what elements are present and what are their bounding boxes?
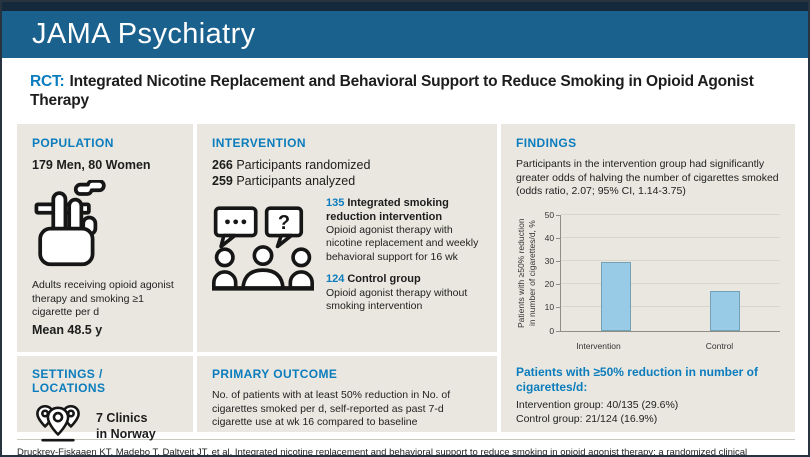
findings-summary: Participants in the intervention group h…	[516, 158, 779, 198]
intervention-stats: 266 Participants randomized 259 Particip…	[212, 158, 482, 188]
intervention-panel: INTERVENTION 266 Participants randomized…	[197, 124, 497, 353]
group-label: Control group	[347, 273, 421, 286]
gridline	[561, 306, 780, 308]
findings-panel: FINDINGS Participants in the interventio…	[501, 124, 795, 433]
column-population: POPULATION 179 Men, 80 Women Adults rece…	[17, 124, 193, 442]
intervention-detail-row: ? 135 Integrated smoking reduction	[212, 197, 482, 322]
settings-panel: SETTINGS / LOCATIONS	[17, 356, 193, 442]
citation-footer: Druckrey-Fiskaaen KT, Madebo T, Daltveit…	[17, 439, 795, 457]
intervention-groups: 135 Integrated smoking reduction interven…	[326, 197, 482, 322]
gridline	[561, 259, 780, 261]
svg-text:?: ?	[278, 212, 290, 234]
y-tick-label: 50	[544, 209, 561, 220]
settings-header: SETTINGS / LOCATIONS	[32, 367, 106, 396]
population-description: Adults receiving opioid agonist therapy …	[32, 279, 174, 319]
bar-chart-y-axis: 0 10 20 30 40 50	[538, 210, 561, 336]
article-title: RCT: Integrated Nicotine Replacement and …	[2, 58, 808, 110]
y-tick-label: 40	[544, 232, 561, 243]
primary-outcome-text: No. of patients with at least 50% reduct…	[212, 389, 451, 429]
group-description: Opioid agonist therapy with nicotine rep…	[326, 224, 479, 263]
settings-line1: 7 Clinics	[96, 411, 148, 426]
column-intervention: INTERVENTION 266 Participants randomized…	[197, 124, 497, 433]
masthead-bar: JAMA Psychiatry	[2, 11, 808, 58]
cigarette-hand-icon	[34, 179, 178, 273]
citation-text: Druckrey-Fiskaaen KT, Madebo T, Daltveit…	[17, 446, 757, 457]
y-tick-label: 10	[544, 302, 561, 313]
top-strip	[2, 2, 808, 11]
bar-intervention	[600, 261, 631, 331]
bar-chart-plot-area	[560, 213, 780, 332]
settings-row: 7 Clinics in Norway	[32, 403, 178, 450]
population-stat: 179 Men, 80 Women	[32, 158, 151, 173]
map-pins-icon	[32, 403, 84, 450]
bar-chart-x-labels: Intervention Control	[538, 338, 780, 351]
y-tick-label: 30	[544, 255, 561, 266]
bar-slot	[561, 215, 670, 331]
gridline	[561, 236, 780, 238]
bar-control	[710, 291, 741, 331]
gridline	[561, 283, 780, 285]
findings-result-header: Patients with ≥50% reduction in number o…	[516, 364, 758, 394]
bar-chart: Patients with ≥50% reduction in number o…	[516, 210, 780, 336]
primary-outcome-header: PRIMARY OUTCOME	[212, 367, 338, 382]
findings-header: FINDINGS	[516, 136, 577, 151]
gridline	[561, 213, 780, 215]
result-intervention: Intervention group: 40/135 (29.6%)	[516, 398, 679, 411]
control-group: 124 Control group Opioid agonist therapy …	[326, 273, 482, 313]
primary-outcome-panel: PRIMARY OUTCOME No. of patients with at …	[197, 356, 497, 433]
settings-text: 7 Clinics in Norway	[96, 411, 156, 442]
population-mean-age: Mean 48.5 y	[32, 322, 103, 337]
journal-brand: JAMA Psychiatry	[32, 18, 256, 50]
citation-line1: Druckrey-Fiskaaen KT, Madebo T, Daltveit…	[17, 447, 748, 457]
group-label: Integrated smoking reduction interventio…	[326, 197, 449, 223]
randomized-stat: 266 Participants randomized	[212, 158, 371, 173]
panel-board: POPULATION 179 Men, 80 Women Adults rece…	[17, 124, 795, 442]
group-count: 124	[326, 273, 345, 286]
group-count: 135	[326, 197, 345, 210]
bar-chart-y-axis-label: Patients with ≥50% reduction in number o…	[516, 217, 538, 328]
title-text: Integrated Nicotine Replacement and Beha…	[30, 73, 754, 109]
population-header: POPULATION	[32, 136, 114, 151]
group-discussion-icon: ?	[212, 197, 316, 302]
y-tick-label: 20	[544, 279, 561, 290]
x-category-label: Control	[705, 340, 734, 351]
intervention-header: INTERVENTION	[212, 136, 306, 151]
population-panel: POPULATION 179 Men, 80 Women Adults rece…	[17, 124, 193, 353]
group-description: Opioid agonist therapy without smoking i…	[326, 286, 468, 313]
analyzed-stat: 259 Participants analyzed	[212, 174, 356, 189]
settings-line2: in Norway	[96, 426, 156, 441]
column-findings: FINDINGS Participants in the interventio…	[501, 124, 795, 433]
study-type-tag: RCT:	[30, 73, 65, 90]
result-control: Control group: 21/124 (16.9%)	[516, 412, 658, 425]
bar-slot	[671, 215, 780, 331]
intervention-group: 135 Integrated smoking reduction interven…	[326, 197, 482, 264]
x-category-label: Intervention	[576, 340, 621, 351]
y-tick-label: 0	[549, 325, 560, 336]
